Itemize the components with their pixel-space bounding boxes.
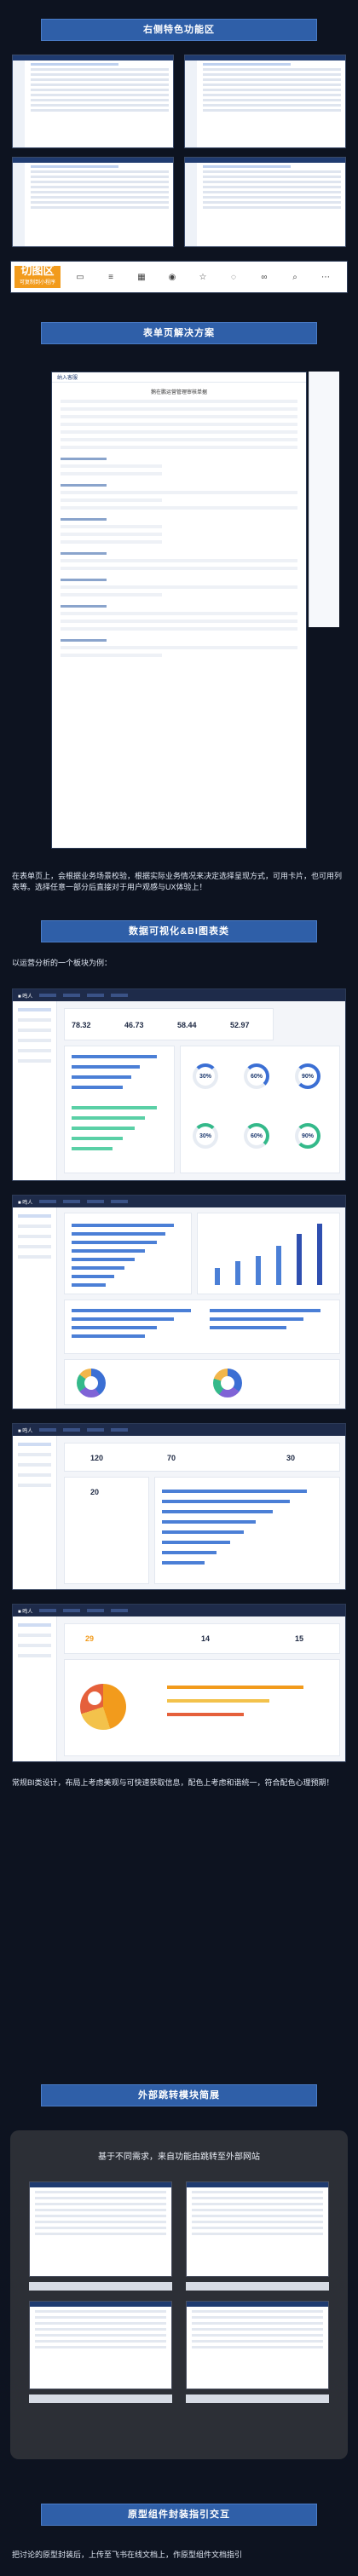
form-side-panel: [309, 372, 339, 627]
section-title-form: 表单页解决方案: [41, 322, 317, 344]
screenshot-thumb: [12, 157, 174, 247]
ring-value: 90%: [295, 1123, 320, 1149]
more-icon[interactable]: ⋯: [321, 272, 330, 282]
star-icon[interactable]: ☆: [199, 272, 207, 282]
cut-area-subtitle: 可复制到小程序: [19, 280, 55, 285]
screenshot-caption: [29, 2394, 172, 2403]
stat-value: 29: [85, 1634, 95, 1643]
search-icon[interactable]: ⌕: [292, 272, 297, 282]
ring-value: 30%: [193, 1123, 218, 1149]
bi-description: 常规BI类设计，布局上考虑美观与可快速获取信息，配色上考虑和谐统一，符合配色心理…: [12, 1778, 334, 1787]
cut-area-title: 切图区: [20, 264, 55, 277]
stat-value: 20: [90, 1488, 100, 1496]
site-screenshot: [29, 2301, 172, 2389]
screenshot-thumb: [184, 55, 346, 148]
stat-value: 14: [201, 1634, 211, 1643]
grid-icon[interactable]: ▦: [137, 272, 146, 282]
form-header: 纳入客服: [57, 376, 78, 381]
form-title: 鹅在鹏运营管理审核单据: [150, 390, 207, 395]
user-icon[interactable]: ◉: [168, 272, 176, 282]
site-screenshot: [29, 2181, 172, 2277]
section-title-features: 右侧特色功能区: [41, 19, 317, 41]
dashboard-overview: ■ 鸣人 78.32 46.73 58.44 52.97 30% 60% 90%…: [12, 988, 346, 1181]
site-screenshot: [186, 2181, 329, 2277]
stat-value: 58.44: [177, 1021, 197, 1029]
stat-value: 70: [167, 1454, 176, 1462]
section-title-jump: 外部跳转模块简展: [41, 2084, 317, 2106]
dashboard-ratio: ■ 鸣人 29 14 15: [12, 1604, 346, 1762]
folder-icon[interactable]: ▭: [76, 272, 84, 282]
stat-value: 46.73: [124, 1021, 144, 1029]
feature-toolbar: 切图区 可复制到小程序 ▭ ≡ ▦ ◉ ☆ ◌ ∞ ⌕ ⋯: [10, 261, 348, 293]
form-preview: 纳入客服 鹅在鹏运营管理审核单据: [51, 372, 307, 849]
dashboard-charts: ■ 鸣人: [12, 1195, 346, 1409]
bi-intro: 以运营分析的一个板块为例：: [12, 959, 113, 967]
site-screenshot: [186, 2301, 329, 2389]
screenshot-caption: [29, 2282, 172, 2291]
form-description: 在表单页上，会根据业务场景校验，根据实际业务情况来决定选择呈现方式，可用卡片，也…: [12, 872, 343, 891]
screenshot-caption: [186, 2282, 329, 2291]
cut-area-button[interactable]: 切图区 可复制到小程序: [14, 264, 61, 288]
stat-value: 78.32: [72, 1021, 91, 1029]
ring-value: 90%: [295, 1063, 320, 1089]
ring-value: 30%: [193, 1063, 218, 1089]
screenshot-thumb: [184, 157, 346, 247]
section-title-prototype: 原型组件封装指引交互: [41, 2504, 317, 2526]
stat-value: 52.97: [230, 1021, 250, 1029]
ring-value: 60%: [244, 1063, 269, 1089]
ring-value: 60%: [244, 1123, 269, 1149]
stat-value: 30: [286, 1454, 296, 1462]
prototype-description: 把讨论的原型封装后，上传至飞书在线文档上，作原型组件文档指引: [12, 2550, 243, 2559]
dashboard-operations: ■ 鸣人 120 70 30 20: [12, 1423, 346, 1590]
external-jump-panel: 基于不同需求，来自功能由跳转至外部网站: [10, 2130, 348, 2459]
section-title-bi: 数据可视化&BI图表类: [41, 920, 317, 942]
link-icon[interactable]: ∞: [261, 272, 268, 282]
list-icon[interactable]: ≡: [108, 272, 113, 282]
stat-value: 15: [295, 1634, 304, 1643]
stat-value: 120: [90, 1454, 104, 1462]
screenshot-caption: [186, 2394, 329, 2403]
chat-icon[interactable]: ◌: [231, 272, 236, 282]
jump-title: 基于不同需求，来自功能由跳转至外部网站: [98, 2152, 260, 2162]
screenshot-thumb: [12, 55, 174, 148]
